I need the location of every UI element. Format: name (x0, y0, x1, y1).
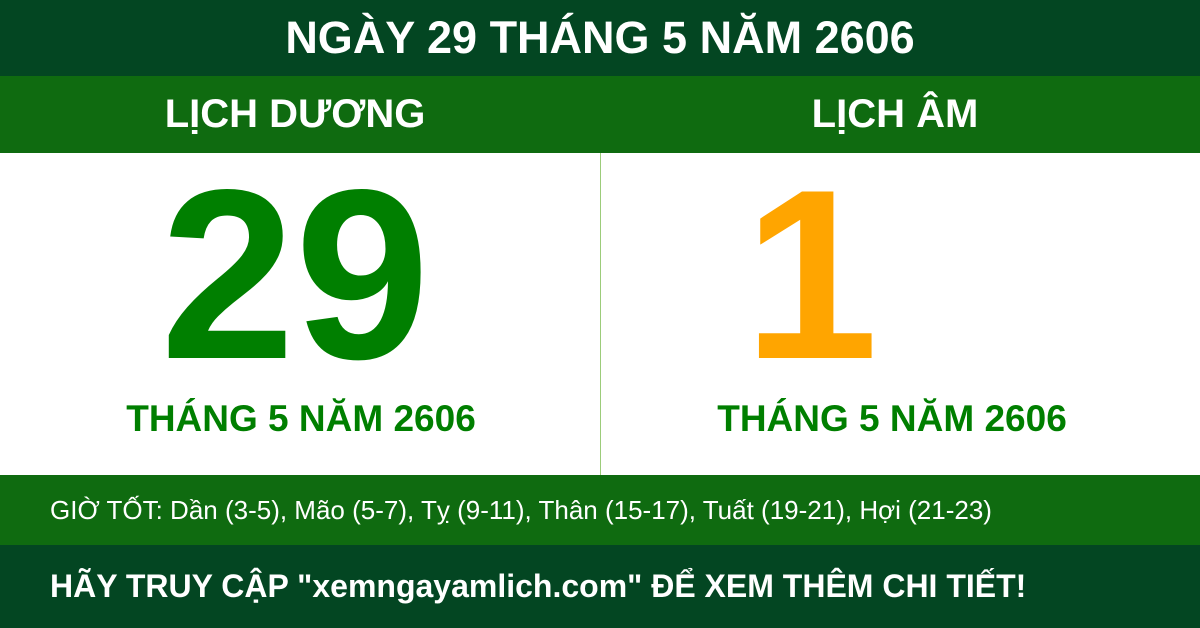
solar-heading: LỊCH DƯƠNG (164, 92, 426, 136)
lunar-heading: LỊCH ÂM (811, 92, 979, 136)
footer-cta: HÃY TRUY CẬP "xemngayamlich.com" ĐỂ XEM … (0, 545, 1200, 628)
calendar-headings: LỊCH DƯƠNG LỊCH ÂM (0, 76, 1200, 153)
solar-panel: 29 THÁNG 5 NĂM 2606 (0, 153, 600, 475)
solar-day: 29 (160, 140, 430, 410)
page-title: NGÀY 29 THÁNG 5 NĂM 2606 (0, 0, 1200, 76)
lunar-day: 1 (743, 140, 879, 410)
solar-month-year: THÁNG 5 NĂM 2606 (126, 398, 476, 439)
good-hours: GIỜ TỐT: Dần (3-5), Mão (5-7), Tỵ (9-11)… (0, 475, 1200, 545)
lunar-month-year: THÁNG 5 NĂM 2606 (717, 398, 1067, 439)
lunar-panel: 1 THÁNG 5 NĂM 2606 (600, 153, 1200, 475)
